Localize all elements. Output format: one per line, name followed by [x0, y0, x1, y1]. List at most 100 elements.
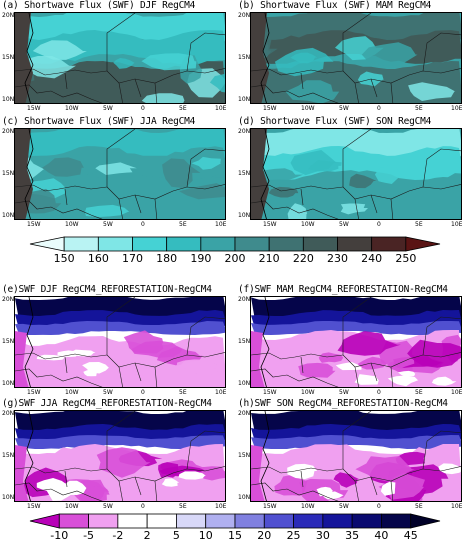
y-tick-label: 15N [238, 452, 251, 459]
x-tick-label: 10E [451, 221, 463, 228]
y-tick-label: 20N [2, 410, 15, 417]
colorbar-tick-label: 20 [257, 529, 272, 542]
panel-title-c: (c) Shortwave Flux (SWF) JJA RegCM4 [2, 116, 196, 127]
x-tick-label: 15W [263, 389, 277, 396]
x-tick-label: 0 [377, 105, 381, 112]
x-tick-label: 10E [451, 389, 463, 396]
x-tick-label: 15W [263, 105, 277, 112]
colorbar-tick-label: 15 [228, 529, 242, 542]
x-tick-label: 10E [215, 503, 227, 510]
y-tick-label: 20N [238, 12, 251, 19]
y-tick-label: 15N [2, 170, 15, 177]
colorbar-swatch [205, 513, 236, 529]
colorbar-swatch [200, 236, 236, 252]
map-field-f [251, 297, 461, 387]
map-field-d [251, 129, 461, 219]
x-tick-label: 0 [141, 221, 145, 228]
x-tick-label: 0 [377, 389, 381, 396]
x-tick-label: 5W [103, 221, 113, 228]
colorbar-tick-label: 250 [395, 252, 417, 265]
map-field-g [15, 411, 225, 501]
colorbar-swatch [337, 236, 373, 252]
panel-title-h: (h)SWF SON RegCM4_REFORESTATION-RegCM4 [238, 398, 448, 409]
panel-title-b: (b) Shortwave Flux (SWF) MAM RegCM4 [238, 0, 432, 11]
colorbar-swatch [117, 513, 148, 529]
x-tick-label: 0 [141, 503, 145, 510]
colorbar-tick-label: 2 [143, 529, 151, 542]
x-tick-label: 0 [141, 389, 145, 396]
colorbar-swatch [29, 236, 65, 252]
map-g [14, 410, 226, 502]
map-field-a [15, 13, 225, 103]
x-tick-label: 5W [339, 503, 349, 510]
x-tick-label: 5E [415, 389, 423, 396]
x-tick-label: 15W [27, 503, 41, 510]
colorbar-tick-label: 240 [361, 252, 383, 265]
x-tick-label: 10W [65, 221, 79, 228]
y-tick-label: 20N [2, 128, 15, 135]
map-c [14, 128, 226, 220]
panel-title-g: (g)SWF JJA RegCM4_REFORESTATION-RegCM4 [2, 398, 212, 409]
panel-title-d: (d) Shortwave Flux (SWF) SON RegCM4 [238, 116, 432, 127]
x-tick-label: 5W [103, 503, 113, 510]
map-field-e [15, 297, 225, 387]
map-field-c [15, 129, 225, 219]
colorbar-swatch [63, 236, 99, 252]
y-tick-label: 15N [2, 452, 15, 459]
y-tick-label: 10N [2, 96, 15, 103]
colorbar-swatch [176, 513, 207, 529]
colorbar-swatch [263, 513, 294, 529]
colorbar-tick-label: 150 [53, 252, 75, 265]
map-h [250, 410, 462, 502]
colorbar-swatch [29, 513, 60, 529]
colorbar-tick-label: 5 [172, 529, 180, 542]
colorbar-swatch [322, 513, 353, 529]
colorbar-swatch [97, 236, 133, 252]
map-e [14, 296, 226, 388]
colorbar-swatch [371, 236, 407, 252]
x-tick-label: 5W [103, 105, 113, 112]
x-tick-label: 15W [27, 389, 41, 396]
x-tick-label: 5W [339, 389, 349, 396]
colorbar-swatch [88, 513, 119, 529]
x-tick-label: 0 [377, 503, 381, 510]
x-tick-label: 0 [377, 221, 381, 228]
colorbar-tick-label: -5 [83, 529, 95, 542]
y-tick-label: 10N [2, 212, 15, 219]
x-tick-label: 10E [215, 105, 227, 112]
x-tick-label: 10E [215, 389, 227, 396]
y-tick-label: 10N [2, 380, 15, 387]
colorbar-tick-label: 210 [258, 252, 280, 265]
colorbar-swatch [234, 513, 265, 529]
x-tick-label: 5W [103, 389, 113, 396]
x-tick-label: 5W [339, 105, 349, 112]
panel-title-f: (f)SWF MAM RegCM4_REFORESTATION-RegCM4 [238, 284, 448, 295]
colorbar-swatch [405, 236, 441, 252]
colorbar-swatch [293, 513, 324, 529]
y-tick-label: 15N [238, 338, 251, 345]
top-colorbar [29, 236, 441, 252]
y-tick-label: 10N [238, 494, 251, 501]
x-tick-label: 10W [301, 503, 315, 510]
map-field-b [251, 13, 461, 103]
colorbar-swatch [146, 513, 177, 529]
y-tick-label: 20N [2, 12, 15, 19]
y-tick-label: 15N [238, 54, 251, 61]
y-tick-label: 15N [238, 170, 251, 177]
x-tick-label: 10W [65, 389, 79, 396]
x-tick-label: 15W [263, 503, 277, 510]
y-tick-label: 10N [2, 494, 15, 501]
y-tick-label: 20N [238, 410, 251, 417]
map-f [250, 296, 462, 388]
colorbar-swatch [166, 236, 202, 252]
x-tick-label: 10E [451, 105, 463, 112]
colorbar-tick-label: 170 [122, 252, 143, 265]
top-colorbar-bar [29, 236, 441, 252]
y-tick-label: 20N [238, 128, 251, 135]
x-tick-label: 10W [65, 105, 79, 112]
colorbar-tick-label: 200 [224, 252, 246, 265]
colorbar-tick-label: 180 [156, 252, 178, 265]
panel-title-a: (a) Shortwave Flux (SWF) DJF RegCM4 [2, 0, 196, 11]
colorbar-tick-label: 40 [374, 529, 389, 542]
colorbar-tick-label: -2 [112, 529, 124, 542]
